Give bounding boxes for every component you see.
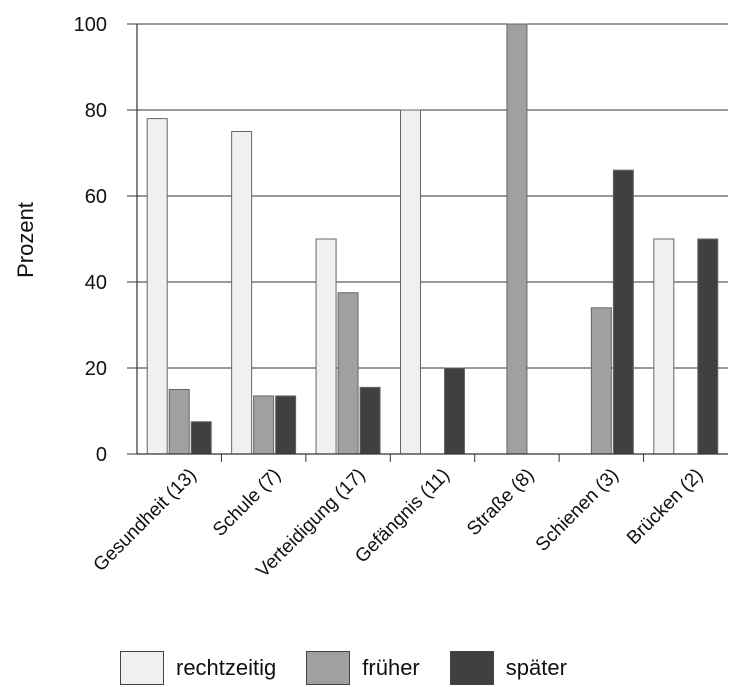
bar [590, 307, 612, 455]
y-tick-label: 40 [85, 272, 107, 294]
legend-item-spaeter: später [449, 651, 567, 685]
y-tick-label: 60 [85, 186, 107, 208]
bar [146, 118, 168, 455]
bar [190, 421, 212, 455]
bar [506, 23, 528, 455]
bar [653, 238, 675, 455]
bar [337, 292, 359, 455]
bar [400, 109, 421, 455]
bar-chart: 0 20 40 60 80 100 Gesundheit (13) Schule (7)Ve… [13, 14, 728, 582]
x-tick-label: Gesundheit (13) [90, 465, 201, 576]
legend-label-spaeter: später [505, 655, 567, 680]
y-axis-label: Prozent [13, 202, 38, 278]
bar [359, 386, 381, 455]
bar [168, 389, 190, 455]
bar [275, 395, 297, 455]
x-axis-ticks: Gesundheit (13) Schule (7)Verteidigung (1… [90, 454, 707, 582]
legend-item-rechtzeitig: rechtzeitig [120, 651, 276, 685]
y-axis-ticks: 0 20 40 60 80 100 [74, 14, 137, 466]
legend-swatch-spaeter [449, 651, 494, 685]
bar [253, 395, 275, 455]
bar [231, 131, 253, 455]
y-tick-label: 100 [74, 14, 107, 36]
legend-swatch-frueher [306, 651, 351, 685]
y-tick-label: 20 [85, 358, 107, 380]
legend-label-rechtzeitig: rechtzeitig [176, 655, 277, 680]
axes [136, 24, 728, 455]
legend-label-frueher: früher [362, 655, 420, 680]
y-tick-label: 80 [85, 100, 107, 122]
x-tick-label: Schienen (3) [532, 465, 623, 556]
bar [697, 238, 719, 455]
bar [315, 238, 337, 455]
bar [612, 169, 634, 455]
bars [146, 23, 719, 455]
y-tick-label: 0 [96, 444, 107, 466]
x-tick-label: Schule (7) [209, 465, 285, 541]
x-tick-label: Straße (8) [463, 465, 538, 540]
legend-item-frueher: früher [306, 651, 420, 685]
bar [444, 367, 465, 455]
gridlines [137, 23, 728, 369]
x-tick-label: Brücken (2) [623, 465, 707, 549]
legend-swatch-rechtzeitig [120, 651, 164, 685]
legend: rechtzeitig früher später [120, 650, 597, 686]
